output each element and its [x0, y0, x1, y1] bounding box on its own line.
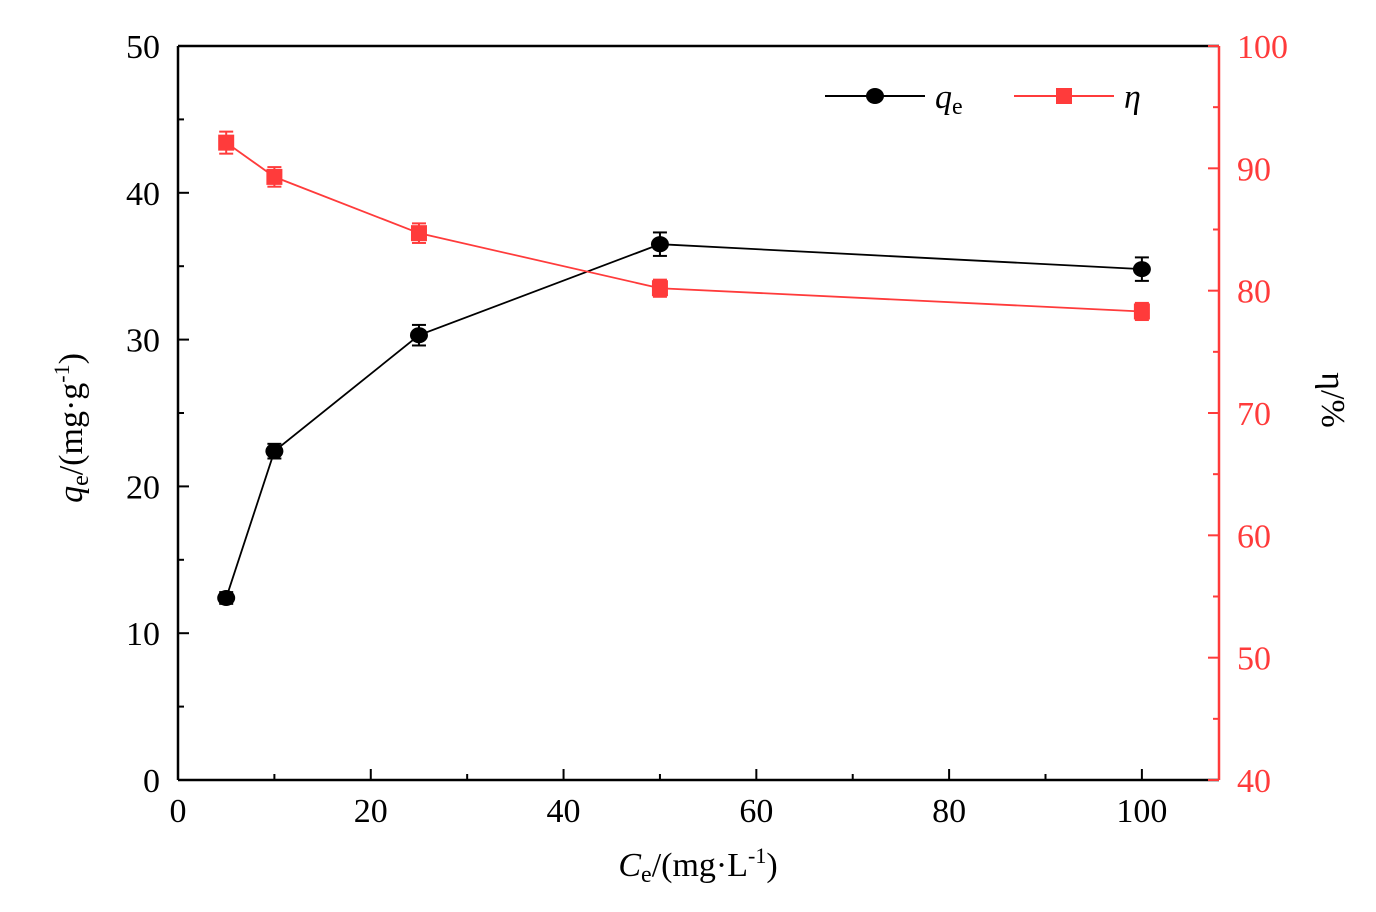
right-y-tick-label: 100	[1237, 29, 1288, 66]
data-point	[650, 231, 669, 257]
series-line-0	[225, 243, 1142, 599]
data-point	[266, 166, 283, 188]
left-y-axis-title: qe/(mg·g-1)	[49, 353, 94, 503]
left-y-axis-title-close: )	[53, 353, 90, 364]
right-y-axis-title: η/%	[1314, 372, 1351, 428]
marker-circle	[409, 327, 428, 344]
marker-square	[1133, 303, 1150, 320]
data-point	[1133, 301, 1150, 322]
x-axis-title-sup: -1	[748, 843, 766, 868]
data-point	[409, 323, 428, 347]
right-y-tick-label: 60	[1237, 518, 1271, 555]
left-y-tick-label: 10	[126, 616, 160, 653]
left-y-tick-label: 30	[126, 323, 160, 360]
legend-eta-marker	[1056, 88, 1072, 104]
left-y-axis-title-sup: -1	[49, 364, 74, 382]
data-point	[1132, 256, 1151, 282]
x-tick-label: 0	[170, 793, 187, 830]
marker-square	[218, 134, 235, 151]
x-axis-title: Ce/(mg·L-1)	[618, 843, 777, 888]
x-axis-title-unit: /(mg·L	[652, 847, 748, 884]
left-y-tick-label: 50	[126, 29, 160, 66]
left-y-axis-title-main: q	[53, 486, 90, 503]
left-y-tick-label: 20	[126, 469, 160, 506]
right-y-tick-label: 40	[1237, 763, 1271, 800]
x-tick-label: 60	[739, 793, 773, 830]
x-tick-label: 20	[354, 793, 388, 830]
marker-square	[266, 168, 283, 185]
x-tick-label: 100	[1116, 793, 1167, 830]
legend-eta-label: η	[1124, 79, 1141, 116]
marker-circle	[650, 236, 669, 253]
legend-qe-main: q	[935, 79, 952, 116]
x-tick-label: 80	[932, 793, 966, 830]
left-y-tick-label: 0	[143, 763, 160, 800]
x-axis-title-close: )	[766, 847, 777, 884]
left-y-axis-title-sub: e	[68, 475, 94, 486]
legend-qe-sub: e	[952, 94, 963, 120]
marker-circle	[217, 589, 236, 606]
right-y-tick-label: 50	[1237, 641, 1271, 678]
data-point	[410, 222, 427, 244]
right-y-tick-label: 90	[1237, 151, 1271, 188]
x-axis-title-main: C	[618, 847, 641, 884]
data-point	[651, 278, 668, 298]
x-tick-label: 40	[547, 793, 581, 830]
marker-circle	[1132, 261, 1151, 278]
data-point	[218, 130, 235, 155]
legend-qe-label: qe	[935, 79, 963, 120]
left-y-tick-label: 40	[126, 176, 160, 213]
right-y-tick-label: 70	[1237, 396, 1271, 433]
right-y-tick-label: 80	[1237, 274, 1271, 311]
series-line-1	[225, 141, 1142, 313]
x-axis-title-sub: e	[641, 862, 652, 888]
data-point	[265, 442, 284, 460]
left-y-axis-title-unit: /(mg·g	[53, 383, 90, 476]
marker-circle	[265, 443, 284, 460]
data-point	[217, 589, 236, 606]
legend: qe η	[825, 79, 1141, 120]
marker-square	[410, 225, 427, 242]
marker-square	[651, 280, 668, 297]
legend-qe-marker	[866, 88, 884, 104]
